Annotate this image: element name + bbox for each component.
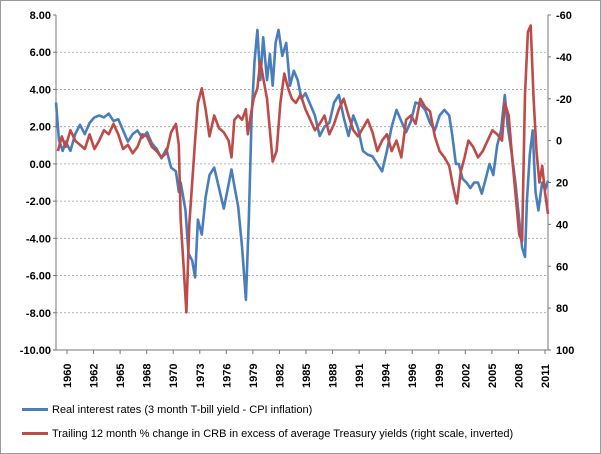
gridlines: [56, 51, 548, 314]
legend-entry-red: Trailing 12 month % change in CRB in exc…: [22, 428, 513, 440]
x-tick-label: 1973: [195, 364, 207, 388]
x-tick-label: 1976: [221, 364, 233, 388]
x-tick-label: 2011: [540, 364, 552, 388]
y-left-tick-label: 2.00: [30, 122, 51, 134]
y-right-tick-label: 100: [556, 345, 574, 357]
y-left-tick-label: -4.00: [26, 233, 51, 245]
x-tick-label: 1965: [115, 364, 127, 388]
legend-swatch-red: [22, 431, 48, 435]
y-left-tick-label: -10.00: [20, 345, 51, 357]
x-tick-label: 2005: [487, 364, 499, 388]
tick-labels: 8.00 6.00 4.00 2.00 0.00 -2.00 -4.00 -6.00 -8.00…: [20, 10, 575, 388]
x-tick-label: 1994: [381, 363, 393, 388]
axes: [53, 14, 551, 354]
y-right-tick-label: 60: [556, 261, 568, 273]
x-tick-label: 1968: [142, 364, 154, 388]
legend-entry-blue: Real interest rates (3 month T-bill yiel…: [22, 404, 312, 416]
y-left-tick-label: 4.00: [30, 84, 51, 96]
x-tick-label: 1960: [62, 364, 74, 388]
y-right-tick-label: -20: [556, 94, 572, 106]
y-left-tick-label: 6.00: [30, 47, 51, 59]
y-right-tick-label: 20: [556, 178, 568, 190]
x-tick-label: 2002: [460, 364, 472, 388]
y-right-tick-label: 40: [556, 219, 568, 231]
x-tick-label: 1970: [168, 364, 180, 388]
y-left-tick-label: -6.00: [26, 271, 51, 283]
x-tick-label: 1982: [274, 364, 286, 388]
series-line-real-rates: [54, 28, 550, 302]
y-left-tick-label: -2.00: [26, 196, 51, 208]
x-tick-label: 1988: [328, 364, 340, 388]
x-tick-label: 1991: [354, 364, 366, 388]
y-left-tick-label: 0.00: [30, 159, 51, 171]
x-tick-label: 1996: [407, 364, 419, 388]
y-right-tick-label: -40: [556, 52, 572, 64]
y-left-tick-label: 8.00: [30, 10, 51, 22]
x-tick-label: 1999: [434, 364, 446, 388]
x-tick-label: 1985: [301, 364, 313, 388]
y-left-tick-label: -8.00: [26, 308, 51, 320]
x-tick-label: 1979: [248, 364, 260, 388]
x-tick-label: 2008: [513, 364, 525, 388]
legend-label-blue: Real interest rates (3 month T-bill yiel…: [52, 404, 313, 416]
series-lines: [54, 24, 550, 314]
y-right-tick-label: 80: [556, 303, 568, 315]
x-tick-label: 1962: [89, 364, 101, 388]
legend-label-red: Trailing 12 month % change in CRB in exc…: [52, 428, 514, 440]
series-line-crb-excess: [56, 24, 550, 314]
y-right-tick-label: -60: [556, 10, 572, 22]
y-right-tick-label: 0: [556, 136, 562, 148]
legend-swatch-blue: [22, 407, 48, 411]
